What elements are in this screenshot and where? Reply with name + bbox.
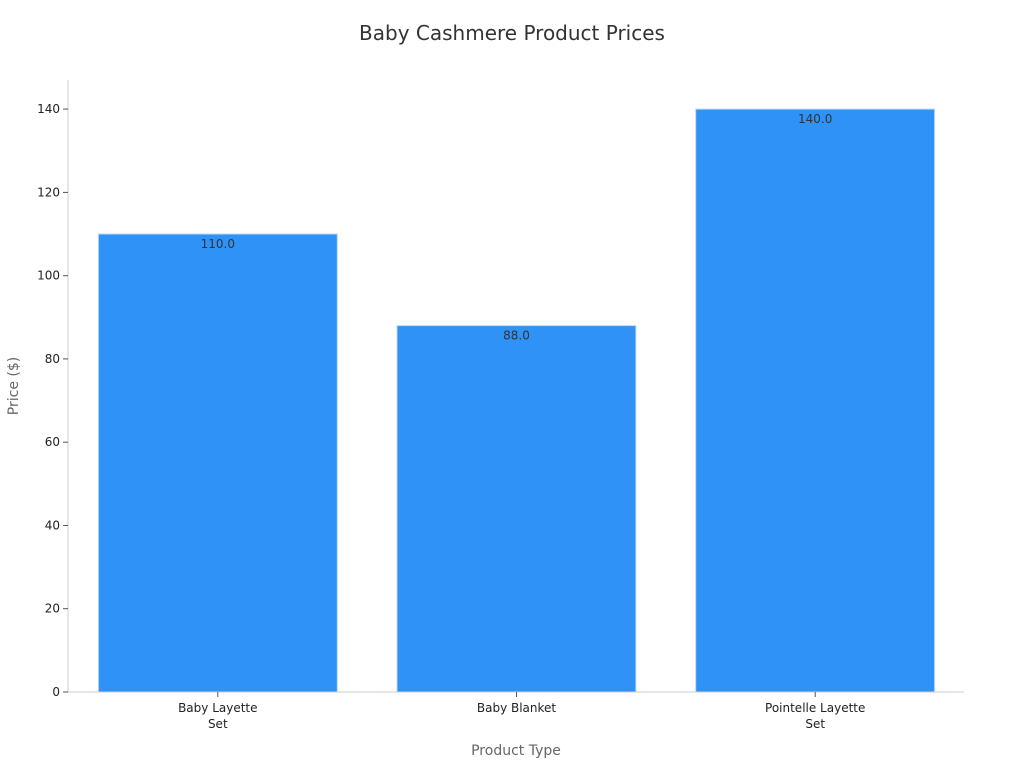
bar-1 (396, 325, 637, 693)
x-tick-label-1: Baby Blanket (477, 701, 557, 715)
y-tick-label-1: 20 (45, 602, 60, 616)
x-tick-label-2: Pointelle Layette Set (765, 701, 865, 731)
chart-title: Baby Cashmere Product Prices (359, 21, 665, 45)
data-label-0: 110.0 (201, 237, 235, 251)
bars-layer (97, 108, 936, 693)
y-axis-label: Price ($) (6, 357, 22, 415)
y-tick-label-4: 80 (45, 352, 60, 366)
bar-2 (695, 108, 936, 693)
y-tick-label-5: 100 (37, 269, 60, 283)
y-axis-ticks: 0 20 40 60 80 100 120 140 (37, 102, 68, 699)
y-tick-label-2: 40 (45, 519, 60, 533)
data-labels-layer: 110.0 88.0 140.0 (201, 112, 833, 343)
x-tick-label-0: Baby Layette Set (178, 701, 257, 731)
data-label-2: 140.0 (798, 112, 832, 126)
y-tick-label-3: 60 (45, 435, 60, 449)
y-tick-label-7: 140 (37, 102, 60, 116)
x-axis-label: Product Type (471, 743, 561, 759)
y-tick-label-6: 120 (37, 185, 60, 199)
x-axis-ticks: Baby Layette Set Baby Blanket Pointelle Lay… (178, 692, 865, 731)
bar-0 (97, 233, 338, 693)
data-label-1: 88.0 (503, 329, 530, 343)
y-tick-label-0: 0 (52, 685, 60, 699)
